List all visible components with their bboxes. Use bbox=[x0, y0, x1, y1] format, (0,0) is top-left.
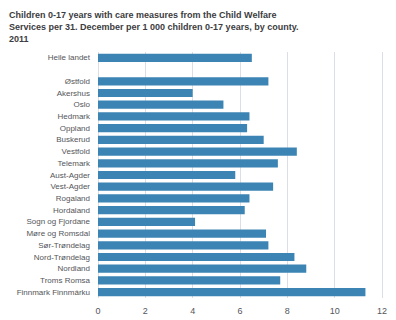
svg-text:Services per 31. December per: Services per 31. December per 1 000 chil… bbox=[9, 22, 299, 32]
svg-text:Buskerud: Buskerud bbox=[56, 135, 90, 144]
svg-text:6: 6 bbox=[237, 306, 242, 316]
svg-text:Akershus: Akershus bbox=[57, 89, 90, 98]
svg-text:0: 0 bbox=[95, 306, 100, 316]
svg-text:10: 10 bbox=[330, 306, 340, 316]
svg-text:Sogn og Fjordane: Sogn og Fjordane bbox=[26, 217, 90, 226]
svg-text:Oppland: Oppland bbox=[60, 124, 90, 133]
svg-text:Hedmark: Hedmark bbox=[58, 112, 91, 121]
svg-text:Finnmark Finnmárku: Finnmark Finnmárku bbox=[17, 288, 90, 297]
svg-text:Nord-Trøndelag: Nord-Trøndelag bbox=[34, 253, 90, 262]
svg-text:Troms Romsa: Troms Romsa bbox=[40, 276, 90, 285]
svg-text:Hordaland: Hordaland bbox=[53, 206, 90, 215]
svg-text:Møre og Romsdal: Møre og Romsdal bbox=[26, 229, 90, 238]
svg-text:Rogaland: Rogaland bbox=[56, 194, 90, 203]
svg-text:Heile landet: Heile landet bbox=[48, 53, 91, 62]
svg-text:Østfold: Østfold bbox=[65, 77, 90, 86]
svg-text:12: 12 bbox=[377, 306, 387, 316]
svg-text:4: 4 bbox=[190, 306, 195, 316]
svg-text:Vestfold: Vestfold bbox=[62, 147, 90, 156]
svg-text:Telemark: Telemark bbox=[58, 159, 91, 168]
svg-text:Oslo: Oslo bbox=[74, 100, 91, 109]
svg-text:Children 0-17 years with care: Children 0-17 years with care measures f… bbox=[9, 10, 276, 20]
svg-text:8: 8 bbox=[285, 306, 290, 316]
svg-text:Nordland: Nordland bbox=[58, 264, 90, 273]
svg-text:Vest-Agder: Vest-Agder bbox=[50, 182, 90, 191]
svg-text:Aust-Agder: Aust-Agder bbox=[50, 171, 90, 180]
svg-text:2: 2 bbox=[143, 306, 148, 316]
svg-text:2011: 2011 bbox=[9, 34, 29, 44]
svg-text:Sør-Trøndelag: Sør-Trøndelag bbox=[38, 241, 90, 250]
